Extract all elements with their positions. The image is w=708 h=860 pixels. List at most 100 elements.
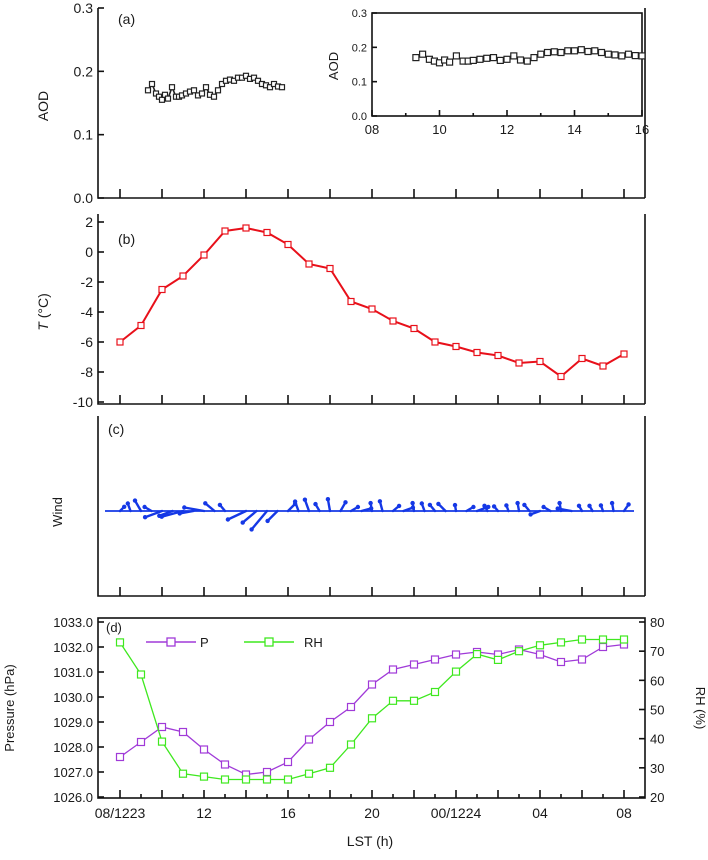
wind-barb-icon	[226, 509, 248, 521]
wind-barb-tip	[355, 504, 361, 510]
inset-ylabel: AOD	[326, 52, 341, 80]
pressure-point	[598, 642, 608, 652]
aod-main-point	[278, 84, 286, 91]
inset-y-ticks: 0.0 0.1 0.2 0.3	[352, 8, 377, 123]
aod-inset-point	[591, 47, 599, 55]
temperature-point	[158, 285, 166, 294]
wind-barb-tip	[292, 499, 298, 504]
wind-barb-tip	[159, 514, 164, 519]
panel-d-x-ticks: 08/1223 12 16 20 00/1224 04 08	[95, 790, 632, 821]
panel-b-y-tick-label: 0	[85, 244, 93, 260]
aod-inset-point	[557, 48, 565, 57]
aod-main-point	[250, 74, 258, 81]
rh-point	[178, 769, 188, 778]
wind-barb-tip	[491, 504, 497, 509]
panel-d-y-tick-label-left: 1028.0	[53, 740, 93, 755]
rh-point	[283, 775, 293, 784]
panel-d-ylabel-left: Pressure (hPa)	[2, 664, 17, 751]
temperature-point	[179, 272, 187, 280]
panel-d-y-tick-label-right: 30	[650, 761, 664, 776]
wind-barb-tip	[122, 504, 127, 509]
legend-p-label: P	[200, 635, 209, 650]
aod-main-point	[190, 87, 198, 94]
panel-d-x-tick-label: 04	[532, 805, 548, 821]
panel-d-legend: P RH	[146, 635, 323, 650]
panel-b-y-tick-label: -2	[81, 274, 94, 290]
wind-barb-icon	[250, 509, 269, 531]
panel-b-y-tick-label: 2	[85, 214, 93, 230]
panel-b-axes	[97, 214, 646, 405]
temperature-point	[599, 362, 607, 370]
aod-main-point	[218, 80, 226, 88]
wind-barb-icon	[266, 509, 279, 523]
pressure-point	[325, 717, 335, 727]
pressure-point	[283, 757, 293, 767]
aod-inset-point	[577, 46, 585, 54]
panel-a-y-tick-label: 0.3	[74, 0, 94, 16]
rh-point	[451, 667, 461, 676]
aod-inset-point	[638, 52, 646, 60]
inset-x-tick-label: 16	[635, 122, 649, 137]
temperature-point	[557, 372, 565, 381]
inset-frame	[371, 12, 643, 117]
pressure-point	[388, 665, 398, 674]
panel-d-y-tick-label-left: 1031.0	[53, 665, 93, 680]
panel-d-xlabel: LST (h)	[347, 833, 393, 849]
panel-d-y-tick-label-left: 1026.0	[53, 790, 93, 805]
rh-point	[619, 635, 629, 644]
aod-main-point	[144, 87, 152, 94]
rh-point	[199, 772, 209, 781]
panel-d-y-tick-label-left: 1033.0	[53, 615, 93, 630]
panel-c-x-ticks	[119, 587, 625, 596]
temperature-point	[452, 342, 460, 351]
pressure-point	[178, 727, 188, 737]
pressure-point	[556, 657, 566, 667]
legend-rh-label: RH	[304, 635, 323, 650]
rh-point	[514, 647, 524, 656]
panel-a-y-tick-label: 0.0	[74, 190, 94, 206]
wind-barb-icon	[178, 509, 195, 515]
pressure-point	[304, 735, 314, 744]
wind-barb-tip	[471, 504, 476, 510]
temperature-point	[578, 354, 586, 363]
rh-point	[325, 763, 335, 772]
panel-b-y-tick-label: -8	[81, 364, 94, 380]
panel-d-x-tick-label: 08/1223	[95, 805, 146, 821]
temperature-point	[389, 317, 397, 325]
wind-barb-tip	[486, 504, 491, 510]
wind-barb-icon	[241, 509, 258, 524]
temperature-point	[473, 348, 481, 357]
legend-entry-p: P	[146, 635, 209, 650]
aod-inset-point	[483, 54, 491, 62]
wind-barb-tip	[515, 500, 520, 506]
aod-main-point	[148, 80, 156, 88]
inset-x-tick-label: 14	[567, 122, 581, 137]
panel-b-y-tick-label: -4	[81, 304, 94, 320]
wind-barb-tip	[541, 504, 546, 510]
wind-barb-tip	[598, 503, 604, 508]
temperature-point	[284, 240, 292, 249]
panel-d-y-ticks-left: 1033.0 1032.0 1031.0 1030.0 1029.0 1028.0 1027…	[53, 615, 104, 805]
panel-d-y-tick-label-right: 20	[650, 790, 664, 805]
rh-point	[367, 714, 377, 723]
rh-point	[598, 635, 608, 644]
pressure-point	[262, 767, 272, 777]
wind-barb-tip	[419, 501, 424, 506]
inset-x-tick-label: 08	[365, 122, 379, 137]
wind-barb-tip	[182, 505, 187, 510]
wind-barb-tip	[265, 518, 270, 524]
temperature-point	[305, 260, 313, 268]
inset-y-tick-label: 0.3	[352, 8, 367, 20]
aod-main-point	[202, 84, 210, 91]
wind-barb-tip	[240, 520, 245, 525]
aod-inset-point	[523, 57, 531, 65]
aod-inset-point	[496, 56, 504, 65]
panel-b-temperature-series	[116, 224, 628, 381]
panel-b-y-tick-label: -10	[73, 394, 93, 410]
pressure-point	[409, 660, 419, 669]
aod-inset-point	[476, 55, 484, 63]
aod-main-point	[230, 77, 238, 84]
temperature-point	[242, 224, 250, 232]
inset-y-tick-label: 0.2	[352, 42, 367, 54]
